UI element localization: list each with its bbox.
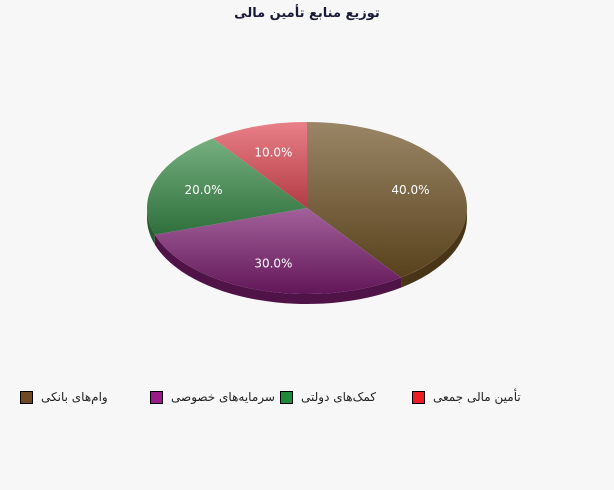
chart-legend: وام‌های بانکی سرمایه‌های خصوصی کمک‌های دول…	[0, 388, 614, 408]
legend-item[interactable]: سرمایه‌های خصوصی	[150, 388, 275, 406]
legend-label: وام‌های بانکی	[41, 390, 108, 404]
legend-label: تأمین مالی جمعی	[433, 390, 521, 404]
slice-value-label: 40.0%	[391, 183, 429, 197]
legend-swatch	[412, 390, 425, 404]
pie-slice-side	[147, 208, 155, 245]
legend-item[interactable]: کمک‌های دولتی	[280, 388, 376, 406]
legend-swatch	[150, 390, 163, 404]
pie-slice-side	[401, 208, 467, 288]
slice-value-label: 10.0%	[254, 145, 292, 159]
pie-slice[interactable]	[154, 208, 402, 294]
pie-slice[interactable]	[212, 122, 307, 208]
chart-title: توزیع منابع تأمین مالی	[234, 6, 380, 21]
legend-label: سرمایه‌های خصوصی	[171, 390, 275, 404]
slice-value-label: 20.0%	[184, 183, 222, 197]
pie-slice[interactable]	[307, 122, 467, 278]
slice-value-label: 30.0%	[254, 257, 292, 271]
legend-swatch	[20, 390, 33, 404]
pie-chart: 40.0% 30.0% 20.0% 10.0%	[147, 122, 467, 304]
legend-swatch	[280, 390, 293, 404]
legend-item[interactable]: وام‌های بانکی	[20, 388, 108, 406]
pie-slice[interactable]	[147, 138, 307, 235]
pie-slice-side	[154, 234, 402, 304]
legend-label: کمک‌های دولتی	[301, 390, 376, 404]
legend-item[interactable]: تأمین مالی جمعی	[412, 388, 521, 406]
